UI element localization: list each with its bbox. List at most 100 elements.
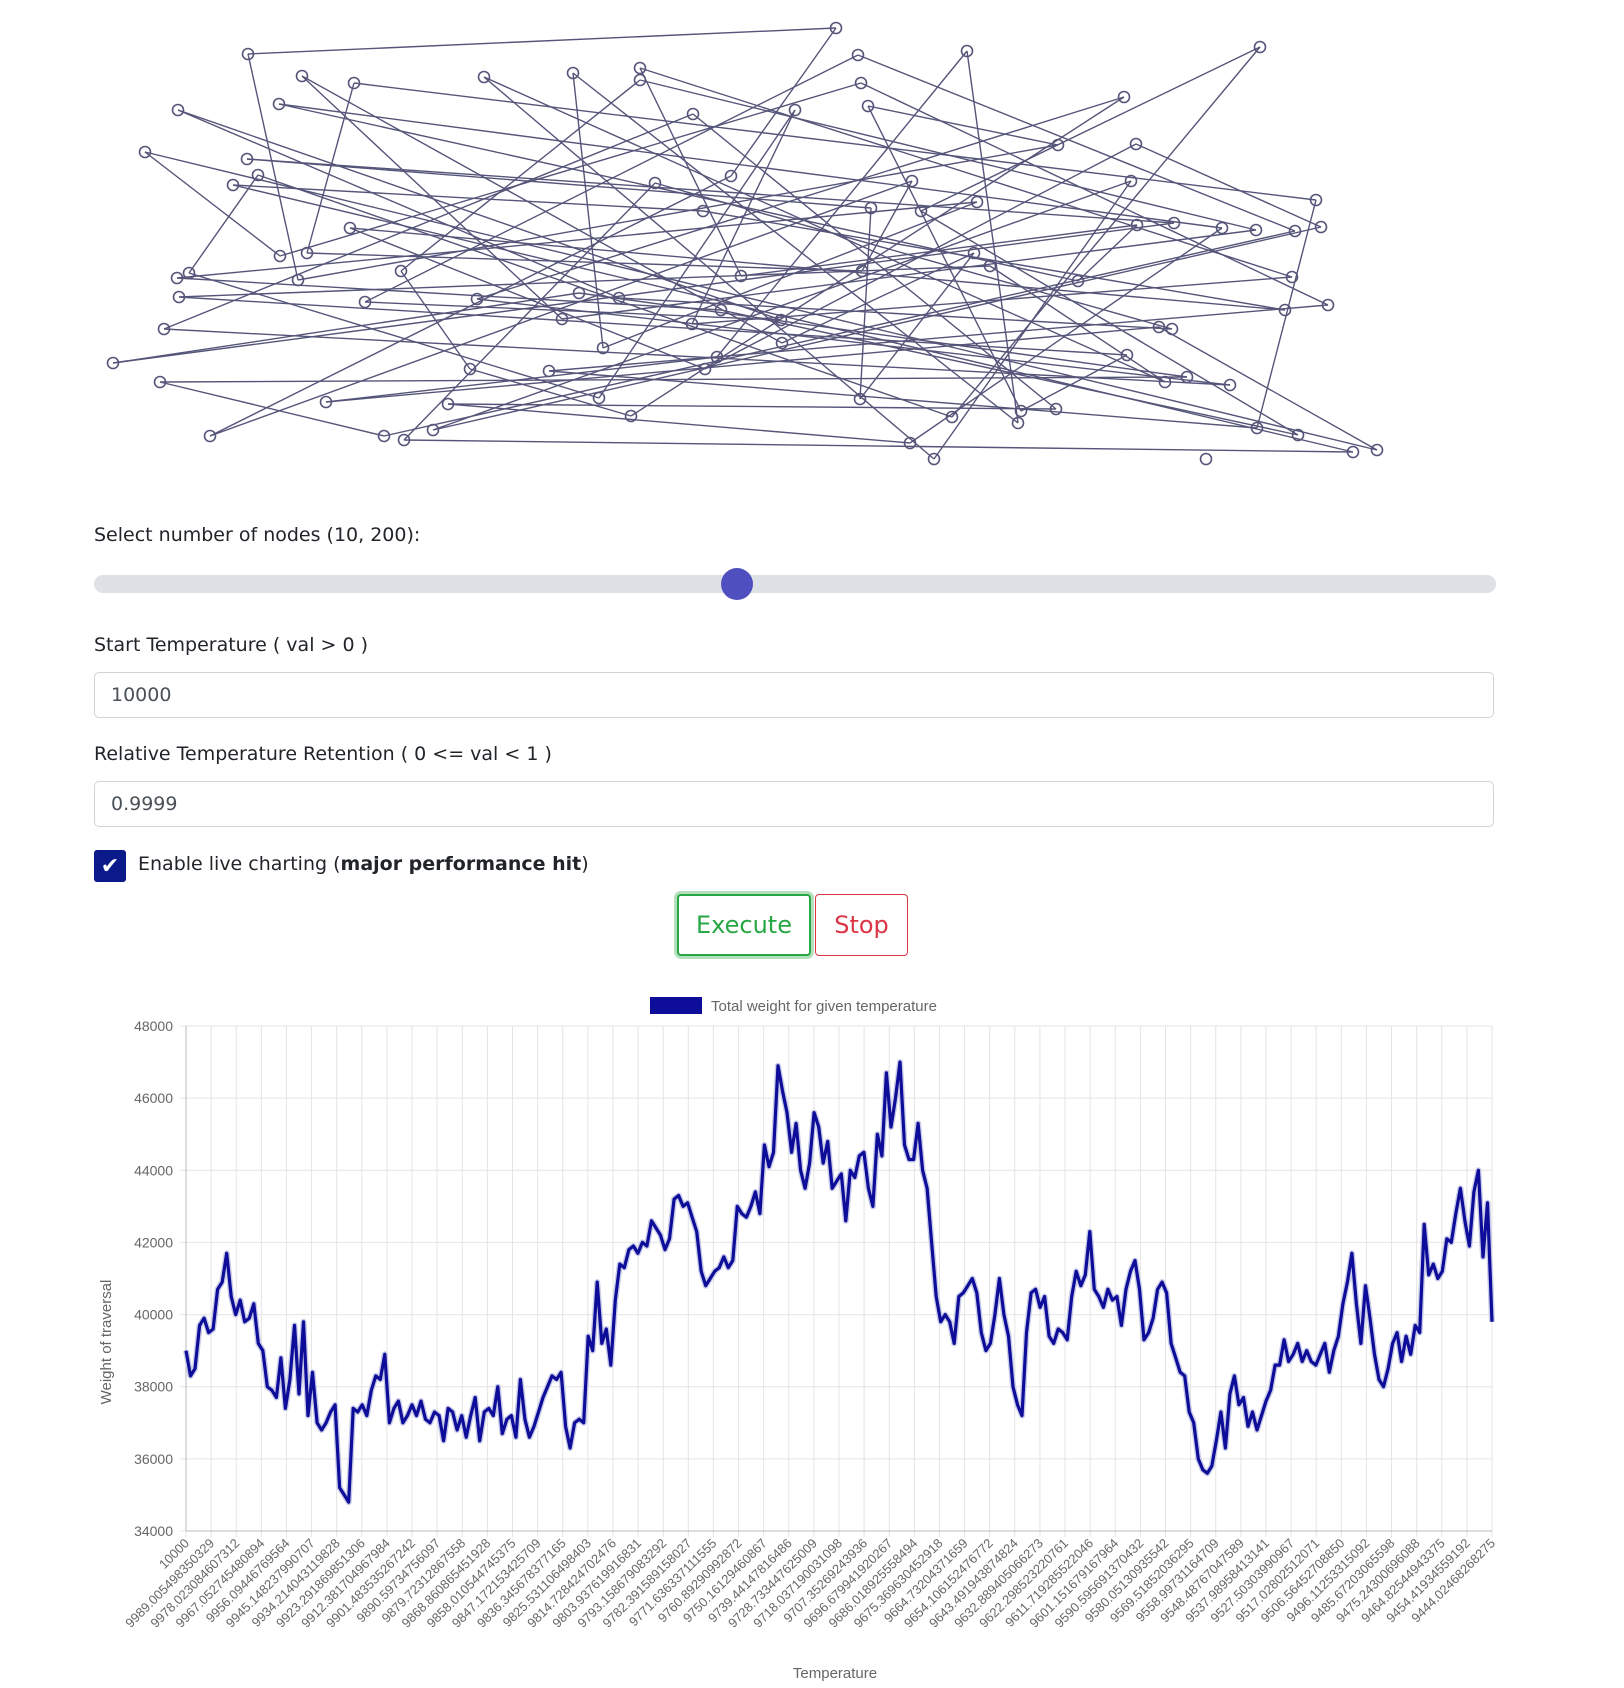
- graph-edge: [301, 75, 563, 320]
- graph-node: [592, 391, 606, 405]
- graph-nodes: [106, 21, 1384, 466]
- nodes-slider-thumb[interactable]: [720, 568, 753, 600]
- graph-edge: [639, 67, 742, 277]
- graph-edge: [1158, 326, 1378, 451]
- y-tick-label: 44000: [134, 1162, 173, 1178]
- graph-edge: [548, 304, 1329, 372]
- graph-edge: [301, 75, 783, 344]
- graph-node: [226, 178, 240, 192]
- graph-node: [272, 97, 286, 111]
- graph-node: [397, 433, 411, 447]
- graph-node: [633, 73, 647, 87]
- graph-node: [724, 169, 738, 183]
- graph-edge: [144, 151, 1378, 451]
- graph-node: [470, 292, 484, 306]
- graph-edge: [867, 105, 1022, 412]
- graph-edge: [720, 309, 1299, 436]
- y-tick-label: 36000: [134, 1451, 173, 1467]
- start-temperature-label: Start Temperature ( val > 0 ): [94, 634, 369, 656]
- graph-edge: [561, 229, 1257, 320]
- graph-edge: [247, 53, 299, 281]
- graph-node: [861, 99, 875, 113]
- graph-node: [945, 410, 959, 424]
- graph-node: [319, 395, 333, 409]
- graph-node: [1071, 274, 1085, 288]
- graph-edge: [403, 439, 1354, 453]
- graph-node: [1370, 443, 1384, 457]
- graph-edge: [432, 180, 1132, 431]
- graph-node: [696, 204, 710, 218]
- nodes-slider-track[interactable]: [94, 575, 1496, 593]
- graph-edge: [163, 113, 694, 330]
- chart-grid: [180, 1025, 1493, 1537]
- graph-node: [1249, 223, 1263, 237]
- graph-node: [358, 295, 372, 309]
- graph-node: [983, 259, 997, 273]
- graph-node: [394, 264, 408, 278]
- graph-node: [1215, 221, 1229, 235]
- graph-node: [1291, 428, 1305, 442]
- graph-edge: [691, 276, 1293, 325]
- checkmark-icon: ✔: [100, 853, 120, 879]
- graph-edge: [163, 328, 1231, 386]
- graph-edge: [630, 96, 1125, 417]
- graph-node: [829, 21, 843, 35]
- graph-edge: [246, 158, 1175, 224]
- graph-node: [960, 44, 974, 58]
- graph-node: [241, 47, 255, 61]
- graph-node: [1129, 137, 1143, 151]
- graph-node: [914, 204, 928, 218]
- graph-edge: [933, 180, 1132, 460]
- graph-edge: [469, 368, 632, 417]
- retention-input[interactable]: [94, 781, 1494, 827]
- graph-node: [426, 423, 440, 437]
- live-charting-checkbox[interactable]: ✔: [94, 850, 126, 882]
- graph-node: [927, 452, 941, 466]
- graph-edge: [144, 151, 281, 257]
- graph-node: [714, 303, 728, 317]
- graph-node: [1120, 348, 1134, 362]
- graph-node: [182, 266, 196, 280]
- graph-edge: [966, 50, 1019, 424]
- graph-node: [970, 195, 984, 209]
- graph-edge: [859, 207, 872, 400]
- graph-edge: [112, 222, 1175, 364]
- graph-edge: [176, 201, 978, 279]
- graph-node: [251, 168, 265, 182]
- graph-edge: [572, 72, 1019, 424]
- execute-button[interactable]: Execute: [677, 894, 811, 956]
- stop-button[interactable]: Stop: [815, 894, 908, 956]
- retention-label: Relative Temperature Retention ( 0 <= va…: [94, 743, 552, 765]
- graph-node: [734, 269, 748, 283]
- graph-node: [855, 264, 869, 278]
- graph-edge: [232, 184, 1354, 453]
- chart-legend: Total weight for given temperature: [650, 997, 937, 1015]
- graph-node: [1180, 370, 1194, 384]
- graph-edge: [177, 109, 782, 321]
- graph-edge: [639, 79, 1257, 231]
- graph-node: [1253, 40, 1267, 54]
- y-axis-title: Weight of traversal: [98, 1280, 115, 1405]
- graph-node: [566, 66, 580, 80]
- graph-node: [648, 176, 662, 190]
- y-tick-label: 40000: [134, 1307, 173, 1323]
- graph-node: [153, 375, 167, 389]
- graph-edge: [188, 272, 600, 399]
- graph-edge: [1135, 143, 1322, 228]
- graph-node: [171, 103, 185, 117]
- graph-node: [1049, 402, 1063, 416]
- graph-node: [1165, 322, 1179, 336]
- start-temperature-input[interactable]: [94, 672, 1494, 718]
- series-line: [184, 1060, 1494, 1504]
- graph-edge: [400, 79, 641, 272]
- graph-node: [377, 429, 391, 443]
- graph-node: [851, 48, 865, 62]
- graph-node: [157, 322, 171, 336]
- graph-edge: [325, 356, 718, 403]
- graph-node: [864, 201, 878, 215]
- graph-node: [273, 249, 287, 263]
- graph-edge: [278, 103, 1223, 229]
- graph-node: [1167, 216, 1181, 230]
- graph-node: [441, 397, 455, 411]
- graph-edge: [1020, 354, 1128, 412]
